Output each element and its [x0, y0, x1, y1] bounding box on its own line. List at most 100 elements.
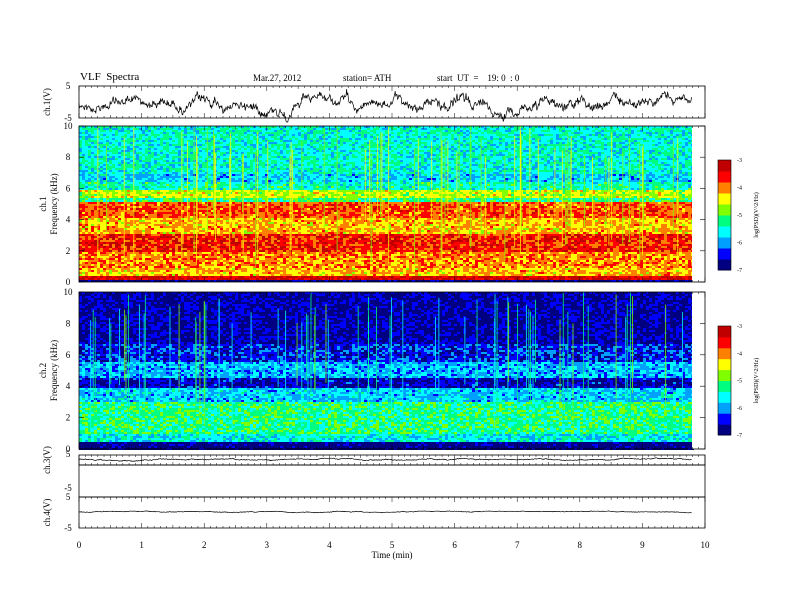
spectrogram-cell: [373, 132, 376, 134]
spectrogram-cell: [283, 128, 286, 130]
spectrogram-cell: [619, 154, 622, 156]
spectrogram-cell: [220, 138, 223, 140]
spectrogram-cell: [370, 142, 373, 144]
spectrogram-cell: [604, 134, 607, 136]
spectrogram-cell: [187, 136, 190, 138]
spectrogram-cell: [139, 154, 142, 156]
spectrogram-cell: [463, 164, 466, 166]
spectrogram-cell: [625, 156, 628, 158]
spectrogram-cell: [427, 158, 430, 160]
spectrogram-cell: [331, 148, 334, 150]
spectrogram-cell: [259, 128, 262, 130]
spectrogram-cell: [604, 148, 607, 150]
spectrogram-cell: [682, 158, 685, 160]
spectrogram-cell: [208, 144, 211, 146]
spectrogram-cell: [274, 154, 277, 156]
spectrogram-cell: [670, 166, 673, 168]
spectrogram-cell: [253, 134, 256, 136]
spectrogram-cell: [268, 144, 271, 146]
spectrogram-cell: [460, 154, 463, 156]
spectrogram-cell: [127, 138, 130, 140]
spectrogram-cell: [175, 132, 178, 134]
spectrogram-cell: [523, 162, 526, 164]
spectrogram-cell: [286, 154, 289, 156]
spectrogram-cell: [625, 146, 628, 148]
spectrogram-cell: [148, 152, 151, 154]
spectrogram-cell: [490, 144, 493, 146]
spectrogram-cell: [397, 160, 400, 162]
spectrogram-cell: [295, 146, 298, 148]
spectrogram-cell: [331, 130, 334, 132]
spectrogram-cell: [328, 150, 331, 152]
spectrogram-cell: [175, 162, 178, 164]
spectrogram-cell: [277, 136, 280, 138]
spectrogram-cell: [352, 130, 355, 132]
spectrogram-cell: [346, 158, 349, 160]
spectrogram-cell: [532, 132, 535, 134]
spectrogram-cell: [457, 150, 460, 152]
spectrogram-cell: [535, 146, 538, 148]
spectrogram-cell: [88, 138, 91, 140]
spectrogram-cell: [283, 162, 286, 164]
spectrogram-cell: [433, 144, 436, 146]
spectrogram-cell: [517, 156, 520, 158]
spectrogram-cell: [394, 156, 397, 158]
spectrogram-cell: [559, 128, 562, 130]
spectrogram-cell: [484, 148, 487, 150]
spectrogram-cell: [292, 128, 295, 130]
spectrogram-cell: [580, 154, 583, 156]
spectrogram-cell: [511, 138, 514, 140]
spectrogram-cell: [667, 166, 670, 168]
spectrogram-cell: [331, 134, 334, 136]
spectrogram-cell: [187, 130, 190, 132]
spectrogram-cell: [277, 148, 280, 150]
spectrogram-cell: [124, 128, 127, 130]
spectrogram-cell: [508, 156, 511, 158]
spectrogram-cell: [208, 158, 211, 160]
spectrogram-cell: [289, 140, 292, 142]
spectrogram-cell: [109, 150, 112, 152]
spectrogram-cell: [154, 144, 157, 146]
spectrogram-cell: [508, 160, 511, 162]
spectrogram-cell: [517, 136, 520, 138]
spectrogram-cell: [277, 150, 280, 152]
spectrogram-cell: [160, 154, 163, 156]
spectrogram-cell: [553, 136, 556, 138]
spectrogram-cell: [127, 150, 130, 152]
spectrogram-cell: [484, 136, 487, 138]
spectrogram-cell: [622, 134, 625, 136]
spectrogram-cell: [463, 132, 466, 134]
spectrogram-cell: [568, 144, 571, 146]
spectrogram-cell: [595, 128, 598, 130]
spectrogram-cell: [274, 138, 277, 140]
spectrogram-cell: [343, 136, 346, 138]
spectrogram-cell: [451, 140, 454, 142]
spectrogram-cell: [490, 132, 493, 134]
spectrogram-cell: [430, 138, 433, 140]
spectrogram-cell: [559, 154, 562, 156]
spectrogram-cell: [280, 134, 283, 136]
spectrogram-cell: [403, 132, 406, 134]
spectrogram-cell: [496, 150, 499, 152]
spectrogram-cell: [130, 148, 133, 150]
spectrogram-cell: [202, 150, 205, 152]
spectrogram-cell: [523, 130, 526, 132]
spectrogram-cell: [190, 140, 193, 142]
spectrogram-cell: [526, 148, 529, 150]
spectrogram-cell: [616, 138, 619, 140]
spectrogram-cell: [94, 146, 97, 148]
spectrogram-cell: [400, 152, 403, 154]
spectrogram-cell: [502, 136, 505, 138]
spectrogram-cell: [79, 128, 82, 130]
spectrogram-cell: [184, 156, 187, 158]
spectrogram-cell: [652, 130, 655, 132]
spectrogram-cell: [463, 156, 466, 158]
spectrogram-cell: [397, 130, 400, 132]
spectrogram-cell: [475, 128, 478, 130]
spectrogram-cell: [79, 154, 82, 156]
spectrogram-cell: [475, 144, 478, 146]
spectrogram-cell: [91, 142, 94, 144]
spectrogram-cell: [475, 160, 478, 162]
spectrogram-cell: [157, 156, 160, 158]
spectrogram-cell: [223, 144, 226, 146]
